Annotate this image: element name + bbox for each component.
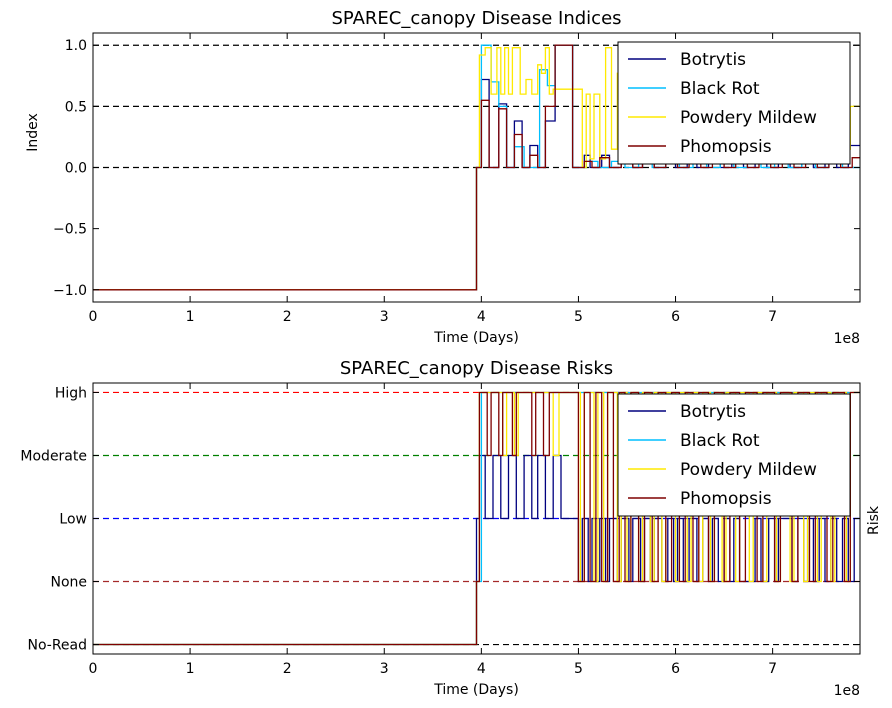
x-tick-label: 3 (380, 309, 389, 325)
y-tick-label: 1.0 (65, 38, 87, 54)
y-tick-label: Moderate (20, 448, 87, 464)
x-tick-label: 5 (574, 309, 583, 325)
x-tick-label: 1 (186, 661, 195, 677)
series-line-phomopsis (93, 391, 860, 646)
legend-label-phomopsis: Phomopsis (680, 489, 772, 509)
y-tick-label: Low (59, 512, 87, 528)
legend-label-black-rot: Black Rot (680, 431, 760, 451)
x-tick-label: 2 (283, 309, 292, 325)
y-tick-label: −0.5 (53, 222, 87, 238)
chart-title: SPAREC_canopy Disease Indices (331, 8, 621, 29)
y-tick-label: No-Read (27, 638, 87, 654)
legend-label-powdery-mildew: Powdery Mildew (680, 460, 817, 480)
x-axis-label: Time (Days) (433, 682, 519, 698)
x-tick-label: 7 (768, 309, 777, 325)
y-tick-label: 0.5 (65, 99, 87, 115)
y-axis-label: Index (25, 113, 41, 152)
x-offset-label: 1e8 (834, 331, 860, 347)
legend: Botrytis Black Rot Powdery Mildew Phomopsis (617, 41, 851, 165)
series-line-botrytis (93, 454, 860, 646)
x-tick-label: 3 (380, 661, 389, 677)
x-tick-label: 6 (671, 309, 680, 325)
x-tick-label: 0 (89, 309, 98, 325)
y-tick-label: None (50, 575, 87, 591)
legend-box (617, 393, 851, 517)
legend-label-botrytis: Botrytis (680, 50, 746, 70)
legend-label-black-rot: Black Rot (680, 79, 760, 99)
y-tick-label: High (55, 385, 87, 401)
risks-chart: 0 1 2 3 4 5 6 7 No-Read None Low Moderate High SPAREC… (20, 358, 882, 699)
legend-label-powdery-mildew: Powdery Mildew (680, 108, 817, 128)
x-tick-label: 6 (671, 661, 680, 677)
x-tick-label: 7 (768, 661, 777, 677)
y-axis-label: Risk (866, 505, 882, 535)
x-tick-label: 4 (477, 661, 486, 677)
x-tick-label: 1 (186, 309, 195, 325)
x-tick-label: 5 (574, 661, 583, 677)
chart-title: SPAREC_canopy Disease Risks (340, 358, 613, 379)
x-offset-label: 1e8 (834, 683, 860, 699)
legend-box (617, 41, 851, 165)
legend-label-botrytis: Botrytis (680, 402, 746, 422)
x-axis-label: Time (Days) (433, 330, 519, 346)
x-tick-label: 4 (477, 309, 486, 325)
indices-chart: 0 1 2 3 4 5 6 7 −1.0 −0.5 0.0 0.5 1.0 SPAREC_canopy D… (25, 8, 861, 347)
legend: Botrytis Black Rot Powdery Mildew Phomopsis (617, 393, 851, 517)
x-tick-label: 0 (89, 661, 98, 677)
y-tick-label: 0.0 (65, 161, 87, 177)
legend-label-phomopsis: Phomopsis (680, 137, 772, 157)
x-tick-label: 2 (283, 661, 292, 677)
y-tick-label: −1.0 (53, 283, 87, 299)
